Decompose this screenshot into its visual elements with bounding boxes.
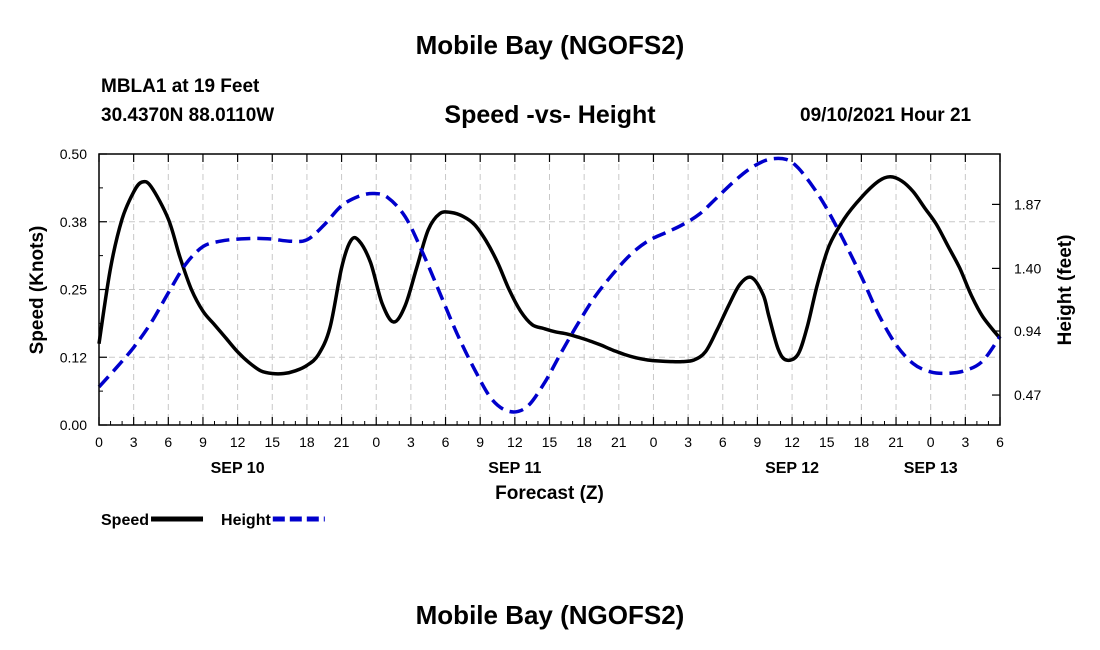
y-left-tick-label: 0.38 bbox=[60, 214, 87, 230]
x-tick-label: 12 bbox=[507, 434, 523, 450]
x-tick-label: 15 bbox=[819, 434, 835, 450]
x-tick-label: 21 bbox=[888, 434, 904, 450]
x-tick-label: 3 bbox=[961, 434, 969, 450]
x-tick-label: 3 bbox=[407, 434, 415, 450]
x-tick-label: 15 bbox=[542, 434, 558, 450]
y-right-tick-label: 0.94 bbox=[1014, 323, 1041, 339]
y-left-tick-label: 0.12 bbox=[60, 349, 87, 365]
y-left-axis-title: Speed (Knots) bbox=[27, 226, 48, 355]
x-tick-label: 3 bbox=[684, 434, 692, 450]
x-tick-label: 9 bbox=[199, 434, 207, 450]
x-tick-label: 6 bbox=[164, 434, 172, 450]
x-tick-label: 6 bbox=[996, 434, 1004, 450]
y-right-tick-label: 0.47 bbox=[1014, 387, 1041, 403]
station-coordinates: 30.4370N 88.0110W bbox=[101, 105, 275, 126]
date-label: SEP 12 bbox=[765, 460, 819, 477]
y-left-tick-label: 0.00 bbox=[60, 417, 87, 433]
date-label: SEP 13 bbox=[904, 460, 958, 477]
station-name: MBLA1 at 19 Feet bbox=[101, 76, 260, 97]
y-right-tick-label: 1.40 bbox=[1014, 260, 1041, 276]
y-right-axis-title: Height (feet) bbox=[1055, 235, 1076, 346]
x-axis-title: Forecast (Z) bbox=[495, 483, 604, 504]
y-left-tick-label: 0.50 bbox=[60, 146, 87, 162]
x-tick-label: 18 bbox=[299, 434, 315, 450]
x-tick-label: 6 bbox=[442, 434, 450, 450]
series-lines bbox=[97, 156, 1002, 414]
y-left-tick-label: 0.25 bbox=[60, 282, 87, 298]
x-tick-label: 0 bbox=[95, 434, 103, 450]
x-tick-label: 18 bbox=[854, 434, 870, 450]
axes-ticks-and-labels: 0 3 6 9 12 15 18 21 0 3 6 9 12 15 18 21 0 3 6 9 12 15 18 21 0 3 6 S… bbox=[27, 146, 1076, 504]
legend: Speed Height bbox=[101, 512, 325, 529]
legend-label-height: Height bbox=[221, 512, 271, 529]
x-tick-label: 6 bbox=[719, 434, 727, 450]
x-tick-label: 21 bbox=[611, 434, 627, 450]
x-tick-label: 9 bbox=[476, 434, 484, 450]
x-tick-label: 18 bbox=[576, 434, 592, 450]
forecast-timestamp: 09/10/2021 Hour 21 bbox=[800, 105, 972, 126]
x-tick-label: 12 bbox=[784, 434, 800, 450]
y-right-tick-label: 1.87 bbox=[1014, 196, 1041, 212]
series-line-speed bbox=[97, 175, 1002, 376]
date-label: SEP 10 bbox=[211, 460, 265, 477]
x-tick-label: 0 bbox=[927, 434, 935, 450]
x-tick-label: 9 bbox=[754, 434, 762, 450]
x-tick-label: 15 bbox=[264, 434, 280, 450]
legend-label-speed: Speed bbox=[101, 512, 149, 529]
date-label: SEP 11 bbox=[488, 460, 541, 477]
x-tick-label: 12 bbox=[230, 434, 246, 450]
grid-lines bbox=[99, 154, 1000, 425]
x-tick-label: 21 bbox=[334, 434, 350, 450]
x-tick-label: 0 bbox=[650, 434, 658, 450]
x-tick-label: 0 bbox=[372, 434, 380, 450]
footer-title: Mobile Bay (NGOFS2) bbox=[415, 600, 685, 630]
chart-title: Speed -vs- Height bbox=[444, 101, 656, 129]
x-tick-label: 3 bbox=[130, 434, 138, 450]
main-title: Mobile Bay (NGOFS2) bbox=[415, 30, 685, 60]
series-line-height bbox=[97, 156, 1002, 414]
